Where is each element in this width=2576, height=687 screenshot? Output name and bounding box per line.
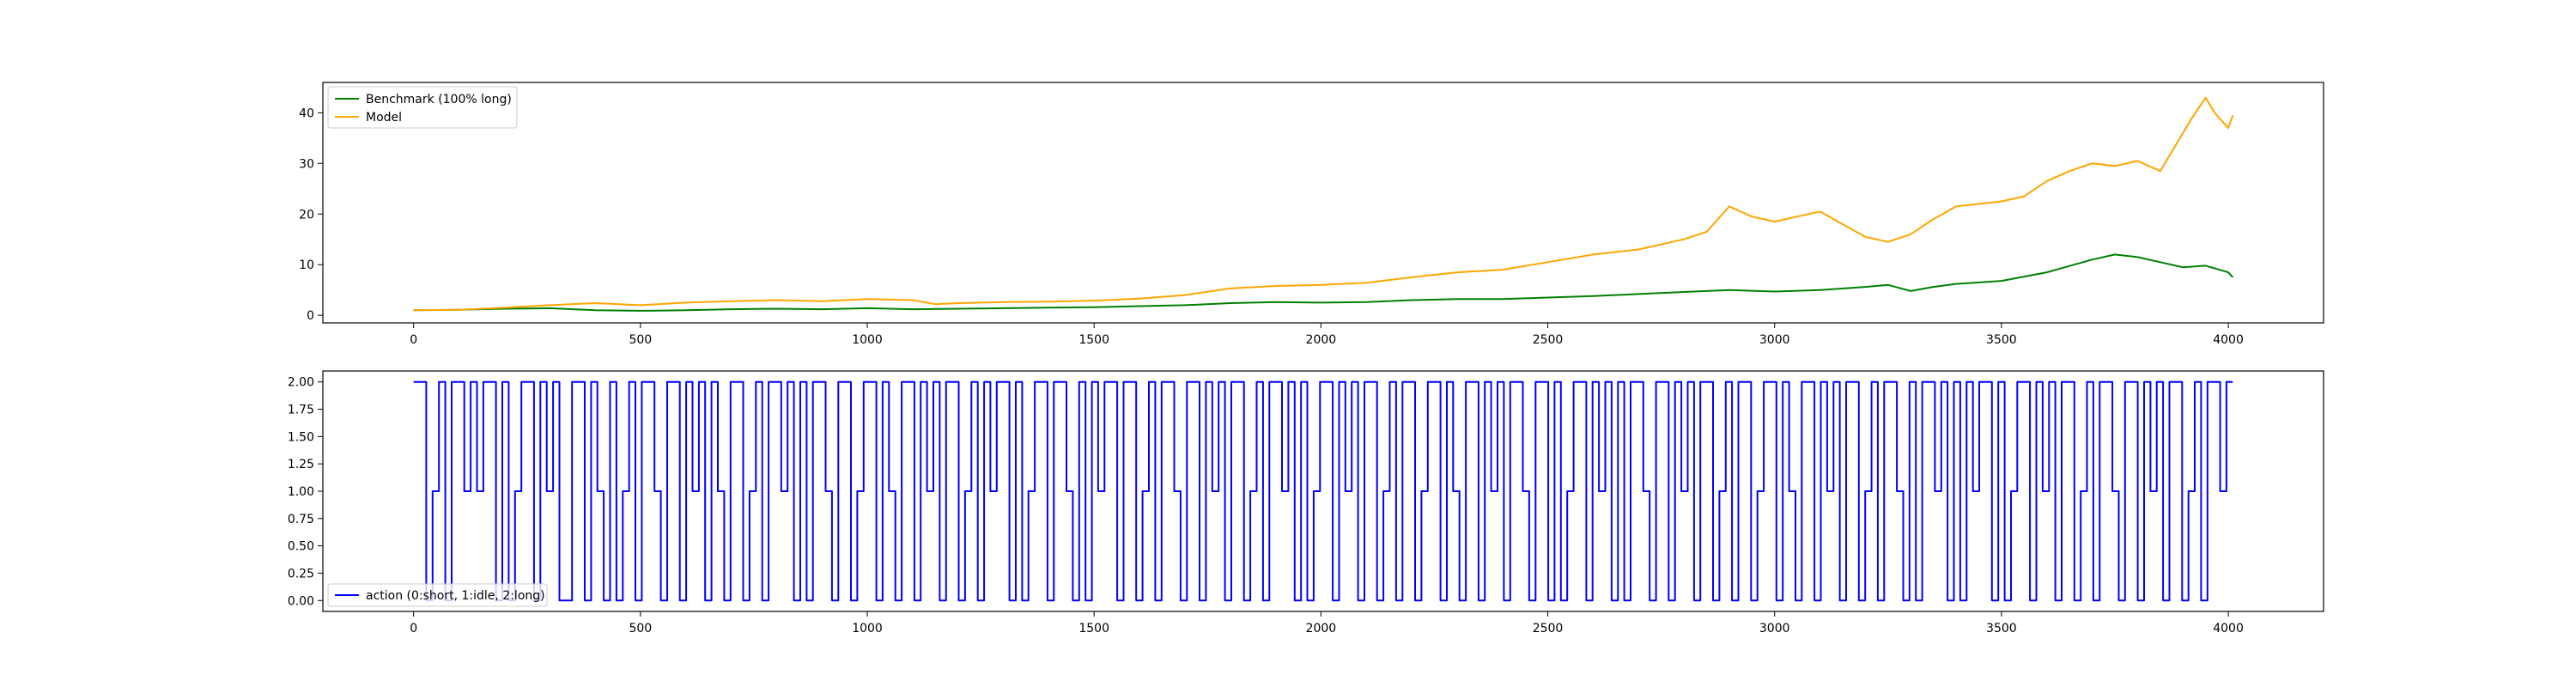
x-tick-label: 4000 xyxy=(2213,333,2244,347)
equity-legend-label-model: Model xyxy=(366,111,402,125)
y-tick-label: 1.50 xyxy=(288,430,314,444)
y-tick-label: 0 xyxy=(307,309,314,323)
y-tick-label: 40 xyxy=(299,106,314,120)
x-tick-label: 1000 xyxy=(852,333,883,347)
x-tick-label: 1000 xyxy=(852,622,883,635)
x-tick-label: 0 xyxy=(410,622,417,635)
y-tick-label: 20 xyxy=(299,208,314,222)
y-tick-label: 0.25 xyxy=(288,567,314,581)
x-tick-label: 2000 xyxy=(1306,333,1337,347)
equity-axes-frame xyxy=(322,82,2324,324)
action-legend-label: action (0:short, 1:idle, 2:long) xyxy=(366,589,545,603)
action-legend: action (0:short, 1:idle, 2:long) xyxy=(327,583,548,607)
x-tick-label: 1500 xyxy=(1078,622,1109,635)
equity-legend-box xyxy=(327,86,518,129)
x-tick-label: 1500 xyxy=(1078,333,1109,347)
equity-y-axis: 0 10 20 30 40 xyxy=(299,106,323,323)
x-tick-label: 3000 xyxy=(1759,333,1790,347)
x-tick-label: 4000 xyxy=(2213,622,2244,635)
y-tick-label: 0.50 xyxy=(288,540,314,554)
series-line-0-0 xyxy=(413,253,2234,312)
equity-legend: Benchmark (100% long) Model xyxy=(327,86,518,129)
x-tick-label: 2500 xyxy=(1533,622,1564,635)
action-chart: 0 500 1000 1500 2000 2500 3000 3500 4000 0.00 0.2… xyxy=(288,370,2324,635)
y-tick-label: 0.00 xyxy=(288,594,314,608)
equity-x-axis: 0 500 1000 1500 2000 2500 3000 3500 4000 xyxy=(410,323,2244,347)
x-tick-label: 2500 xyxy=(1533,333,1564,347)
y-tick-label: 30 xyxy=(299,157,314,171)
x-tick-label: 3000 xyxy=(1759,622,1790,635)
equity-chart: 0 500 1000 1500 2000 2500 3000 3500 4000 0 10 20 30… xyxy=(299,82,2324,347)
y-tick-label: 1.25 xyxy=(288,458,314,471)
y-tick-label: 0.75 xyxy=(288,513,314,526)
x-tick-label: 0 xyxy=(410,333,417,347)
y-tick-label: 1.00 xyxy=(288,485,314,499)
x-tick-label: 3500 xyxy=(1986,333,2017,347)
x-tick-label: 500 xyxy=(629,333,652,347)
x-tick-label: 500 xyxy=(629,622,652,635)
y-tick-label: 10 xyxy=(299,258,314,272)
y-tick-label: 1.75 xyxy=(288,404,314,417)
y-tick-label: 2.00 xyxy=(288,376,314,390)
series-line-1-0 xyxy=(413,380,2233,602)
series-line-0-1 xyxy=(413,96,2234,312)
x-tick-label: 2000 xyxy=(1306,622,1337,635)
action-x-axis: 0 500 1000 1500 2000 2500 3000 3500 4000 xyxy=(410,611,2244,635)
x-tick-label: 3500 xyxy=(1986,622,2017,635)
equity-legend-label-benchmark: Benchmark (100% long) xyxy=(366,93,512,106)
equity-series-layer xyxy=(413,96,2234,312)
action-y-axis: 0.00 0.25 0.50 0.75 1.00 1.25 1.50 1.75 2.00 xyxy=(288,376,323,608)
action-series-layer xyxy=(413,380,2233,602)
action-legend-box xyxy=(327,583,548,607)
